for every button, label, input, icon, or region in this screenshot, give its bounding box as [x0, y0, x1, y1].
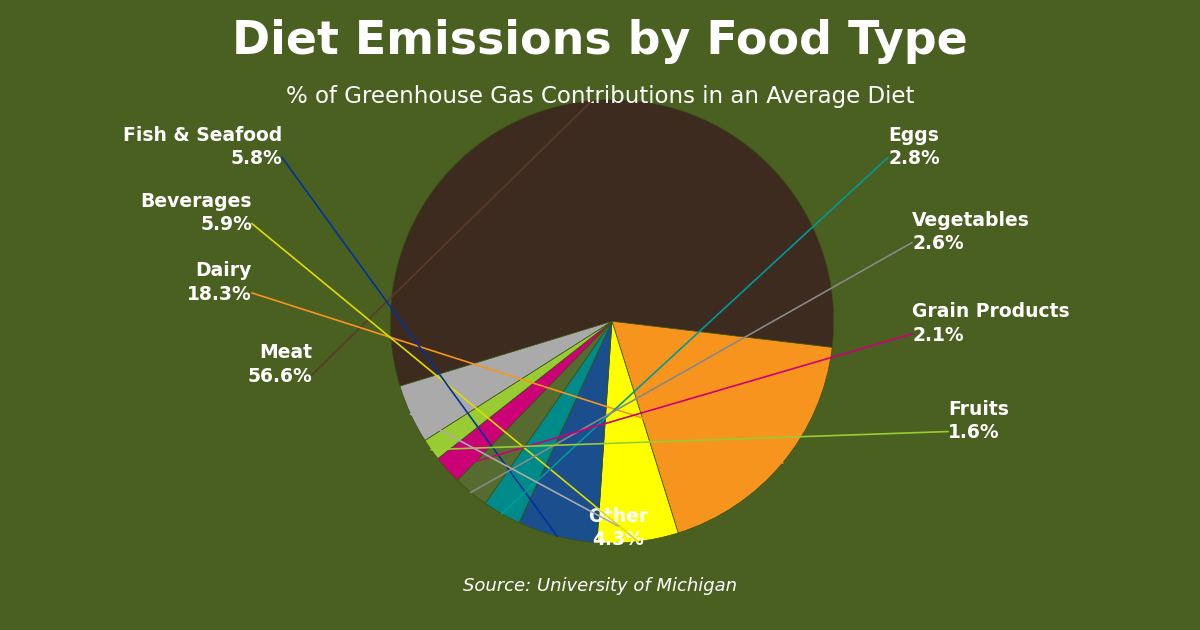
Text: Fruits: Fruits [948, 400, 1009, 419]
Wedge shape [485, 321, 612, 523]
Wedge shape [596, 321, 678, 543]
Text: % of Greenhouse Gas Contributions in an Average Diet: % of Greenhouse Gas Contributions in an … [286, 85, 914, 108]
Text: 5.8%: 5.8% [230, 149, 282, 168]
Text: 5.9%: 5.9% [200, 215, 252, 234]
Wedge shape [438, 321, 612, 480]
Text: Other: Other [588, 507, 648, 526]
Wedge shape [400, 321, 612, 440]
Text: 2.6%: 2.6% [912, 234, 964, 253]
Text: Diet Emissions by Food Type: Diet Emissions by Food Type [232, 19, 968, 64]
Wedge shape [457, 321, 612, 503]
Text: Grain Products: Grain Products [912, 302, 1069, 321]
Text: 2.1%: 2.1% [912, 326, 964, 345]
Text: 4.3%: 4.3% [592, 530, 644, 549]
Wedge shape [390, 100, 834, 386]
Text: Vegetables: Vegetables [912, 211, 1030, 230]
Text: 2.8%: 2.8% [888, 149, 940, 168]
Wedge shape [520, 321, 612, 542]
Text: 1.6%: 1.6% [948, 423, 1000, 442]
Wedge shape [425, 321, 612, 459]
Text: Dairy: Dairy [196, 261, 252, 280]
Wedge shape [612, 321, 833, 533]
Text: 56.6%: 56.6% [247, 367, 312, 386]
Text: 18.3%: 18.3% [187, 285, 252, 304]
Text: Beverages: Beverages [140, 192, 252, 211]
Text: Fish & Seafood: Fish & Seafood [122, 126, 282, 145]
Text: Source: University of Michigan: Source: University of Michigan [463, 577, 737, 595]
Text: Eggs: Eggs [888, 126, 938, 145]
Text: Meat: Meat [259, 343, 312, 362]
